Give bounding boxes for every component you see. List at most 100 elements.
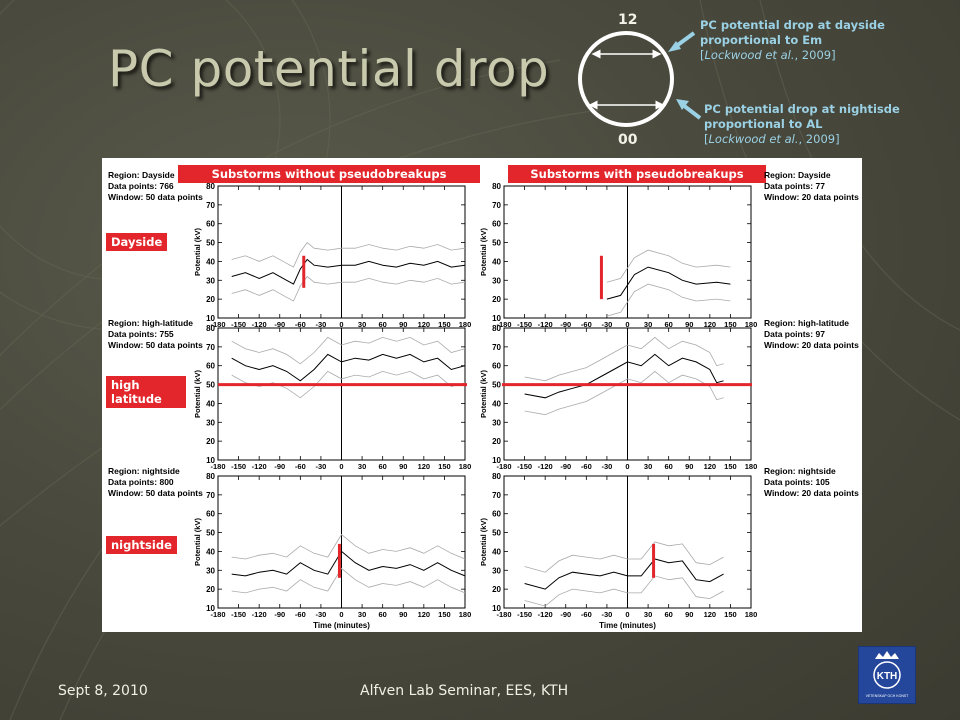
y-tick-label: 10	[206, 314, 215, 323]
upper-envelope-line	[524, 541, 724, 573]
x-tick-label: -90	[274, 462, 285, 471]
nightside-citation: [Lockwood et al., 2009]	[704, 132, 900, 147]
x-tick-label: 30	[644, 462, 652, 471]
x-tick-label: 30	[644, 610, 652, 619]
x-tick-label: 30	[358, 320, 366, 329]
y-tick-label: 70	[206, 491, 215, 500]
kth-crest-icon: KTH VETENSKAP OCH KONST	[866, 651, 910, 698]
info-region: Region: Dayside	[764, 170, 831, 180]
nightside-note-line2: proportional to AL	[704, 117, 823, 131]
info-window: Window: 20 data points	[764, 192, 859, 202]
x-tick-label: 180	[459, 320, 472, 329]
y-tick-label: 50	[492, 239, 501, 248]
y-tick-label: 30	[492, 276, 501, 285]
y-tick-label: 50	[492, 529, 501, 538]
y-tick-label: 20	[492, 585, 501, 594]
tag-nightside: nightside	[106, 536, 177, 554]
x-tick-label: 150	[438, 462, 451, 471]
y-tick-label: 40	[206, 547, 215, 556]
x-tick-label: -90	[274, 320, 285, 329]
y-tick-label: 20	[206, 585, 215, 594]
x-tick-label: 90	[399, 462, 407, 471]
y-axis-label: Potential (kV)	[479, 518, 488, 566]
y-tick-label: 60	[492, 510, 501, 519]
median-potential-line	[606, 266, 731, 300]
x-tick-label: -30	[315, 462, 326, 471]
x-tick-label: 30	[358, 462, 366, 471]
x-tick-label: 90	[685, 610, 693, 619]
tag-high-latitude: high latitude	[106, 376, 186, 408]
y-tick-label: 20	[492, 295, 501, 304]
x-tick-label: -60	[295, 320, 306, 329]
y-tick-label: 80	[492, 182, 501, 191]
median-potential-line	[231, 353, 466, 382]
noon-label: 12	[618, 12, 638, 28]
x-tick-label: -30	[315, 610, 326, 619]
info-right-nightside: Region: nightside Data points: 105 Windo…	[764, 466, 859, 499]
y-tick-label: 60	[206, 362, 215, 371]
y-axis-label: Potential (kV)	[479, 370, 488, 418]
x-tick-label: 120	[704, 610, 717, 619]
y-tick-label: 40	[206, 399, 215, 408]
x-tick-label: -120	[252, 462, 267, 471]
info-right-highlat: Region: high-latitude Data points: 97 Wi…	[764, 318, 859, 351]
footer-date: Sept 8, 2010	[58, 683, 148, 699]
upper-envelope-line	[231, 533, 466, 560]
y-tick-label: 40	[206, 257, 215, 266]
x-tick-label: 0	[625, 320, 629, 329]
x-tick-label: 90	[685, 462, 693, 471]
y-tick-label: 80	[206, 472, 215, 481]
y-axis-label: Potential (kV)	[193, 370, 202, 418]
info-region: Region: high-latitude	[108, 318, 193, 328]
y-tick-label: 10	[492, 604, 501, 613]
info-left-highlat: Region: high-latitude Data points: 755 W…	[108, 318, 203, 351]
y-tick-label: 30	[206, 418, 215, 427]
x-tick-label: 90	[685, 320, 693, 329]
y-tick-label: 10	[492, 456, 501, 465]
x-axis-label: Time (minutes)	[313, 621, 370, 630]
x-tick-label: -60	[581, 320, 592, 329]
x-tick-label: -90	[274, 610, 285, 619]
x-tick-label: 120	[418, 462, 431, 471]
y-tick-label: 10	[206, 456, 215, 465]
x-tick-label: 0	[625, 610, 629, 619]
y-tick-label: 80	[206, 182, 215, 191]
dayside-citation: [Lockwood et al., 2009]	[700, 48, 885, 63]
y-tick-label: 40	[492, 257, 501, 266]
x-tick-label: -180	[210, 320, 225, 329]
x-tick-label: -30	[601, 610, 612, 619]
y-tick-label: 70	[492, 201, 501, 210]
x-tick-label: 120	[418, 610, 431, 619]
y-tick-label: 60	[206, 220, 215, 229]
nightside-note: PC potential drop at nightisde proportio…	[704, 102, 900, 147]
x-tick-label: 180	[745, 320, 758, 329]
y-tick-label: 50	[206, 529, 215, 538]
lower-envelope-line	[606, 283, 731, 317]
x-tick-label: 60	[664, 320, 672, 329]
logo-text: KTH	[877, 671, 898, 682]
x-tick-label: 60	[378, 610, 386, 619]
x-tick-label: -30	[601, 320, 612, 329]
y-tick-label: 20	[206, 295, 215, 304]
info-window: Window: 50 data points	[108, 488, 203, 498]
info-region: Region: high-latitude	[764, 318, 849, 328]
x-tick-label: -150	[231, 462, 246, 471]
y-tick-label: 20	[206, 437, 215, 446]
x-tick-label: 150	[438, 610, 451, 619]
y-tick-label: 40	[492, 399, 501, 408]
info-window: Window: 20 data points	[764, 488, 859, 498]
x-tick-label: -120	[538, 462, 553, 471]
footer-event: Alfven Lab Seminar, EES, KTH	[360, 683, 569, 699]
polar-cap-diagram	[578, 31, 674, 127]
x-tick-label: -60	[295, 462, 306, 471]
median-potential-line	[231, 258, 466, 285]
x-tick-label: -150	[517, 610, 532, 619]
y-tick-label: 10	[492, 314, 501, 323]
cite-open: [	[700, 48, 705, 62]
y-tick-label: 30	[206, 276, 215, 285]
lower-envelope-line	[231, 567, 466, 594]
plot-grid: 10 20 30 40 50 60 70 80 -180 -150 -120 -90 -60 -30 0 30…	[193, 182, 758, 630]
logo-subtext: VETENSKAP OCH KONST	[866, 694, 910, 698]
x-axis-label: Time (minutes)	[599, 621, 656, 630]
x-tick-label: 150	[724, 610, 737, 619]
